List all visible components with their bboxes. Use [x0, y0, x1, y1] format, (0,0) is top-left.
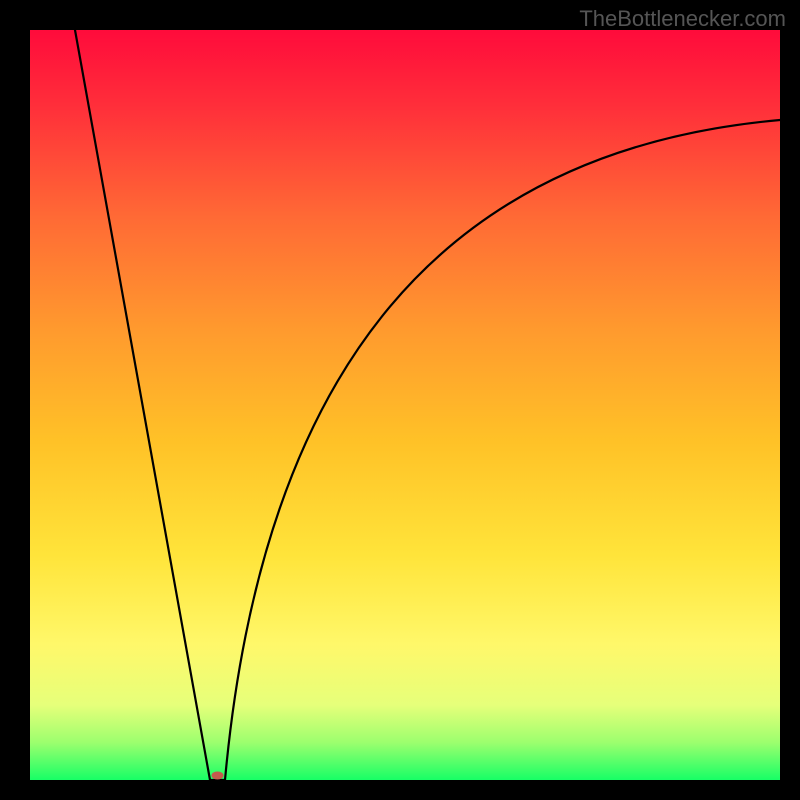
- plot-area: [30, 30, 780, 780]
- minimum-marker: [212, 772, 224, 780]
- chart-frame: TheBottlenecker.com: [0, 0, 800, 800]
- curve-path: [75, 30, 780, 780]
- bottleneck-curve: [30, 30, 780, 780]
- watermark-text: TheBottlenecker.com: [579, 6, 786, 32]
